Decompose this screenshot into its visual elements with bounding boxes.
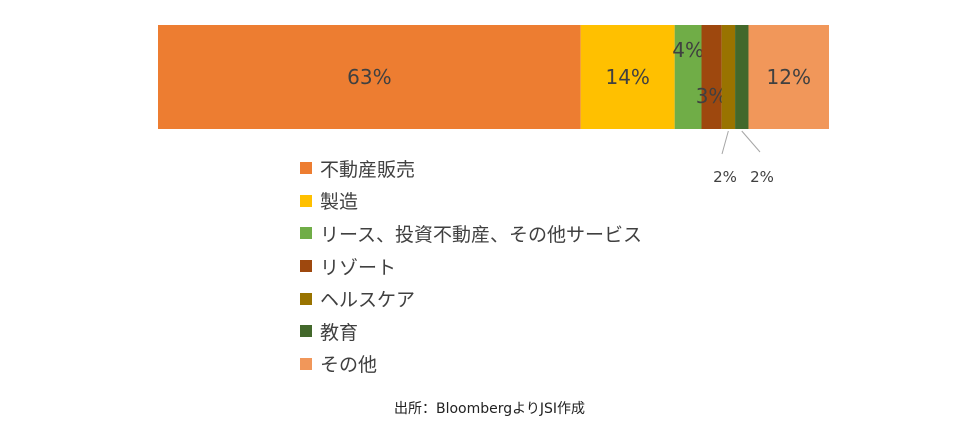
bar-segment: [701, 25, 722, 129]
leader-line: [741, 130, 761, 153]
legend-swatch: [300, 162, 312, 175]
legend-item: リース、投資不動産、その他サービス: [300, 217, 642, 250]
legend-item: 教育: [300, 315, 642, 348]
data-label: 2%: [750, 168, 774, 186]
legend-label: 不動産販売: [320, 158, 416, 181]
bar-segment: [735, 25, 749, 129]
legend-item: その他: [300, 348, 642, 381]
source-note: 出所：BloombergよりJSI作成: [393, 401, 586, 417]
bar-segment: [721, 25, 736, 129]
bar-segment: [158, 25, 581, 129]
chart-legend: 不動産販売製造リース、投資不動産、その他サービス リゾートヘルスケア教育その他: [300, 152, 642, 380]
bar-segment: [580, 25, 675, 129]
legend-swatch: [300, 357, 312, 370]
data-label: 63%: [347, 65, 391, 89]
leader-line: [721, 130, 729, 155]
legend-label: ヘルスケア: [320, 289, 416, 312]
legend-swatch: [300, 194, 312, 207]
data-label: 2%: [713, 168, 737, 186]
legend-item: 不動産販売: [300, 152, 642, 185]
legend-swatch: [300, 227, 312, 240]
legend-label: 教育: [320, 321, 359, 344]
stacked-bar-chart: 63% 14%4%3%2% 2%12%: [158, 25, 829, 186]
legend-swatch: [300, 292, 312, 305]
legend-label: 製造: [320, 191, 359, 214]
bar-segment: [748, 25, 829, 129]
legend-label: リゾート: [320, 256, 397, 279]
data-label: 12%: [767, 65, 811, 89]
legend-swatch: [300, 260, 312, 273]
legend-label: リース、投資不動産、その他サービス: [320, 223, 643, 246]
legend-item: リゾート: [300, 250, 642, 283]
legend-item: ヘルスケア: [300, 282, 642, 315]
legend-item: 製造: [300, 185, 642, 218]
bar-segment: [674, 25, 702, 129]
legend-swatch: [300, 325, 312, 338]
data-label: 14%: [605, 65, 649, 89]
legend-label: その他: [320, 354, 378, 377]
data-label: 4%: [672, 38, 704, 62]
